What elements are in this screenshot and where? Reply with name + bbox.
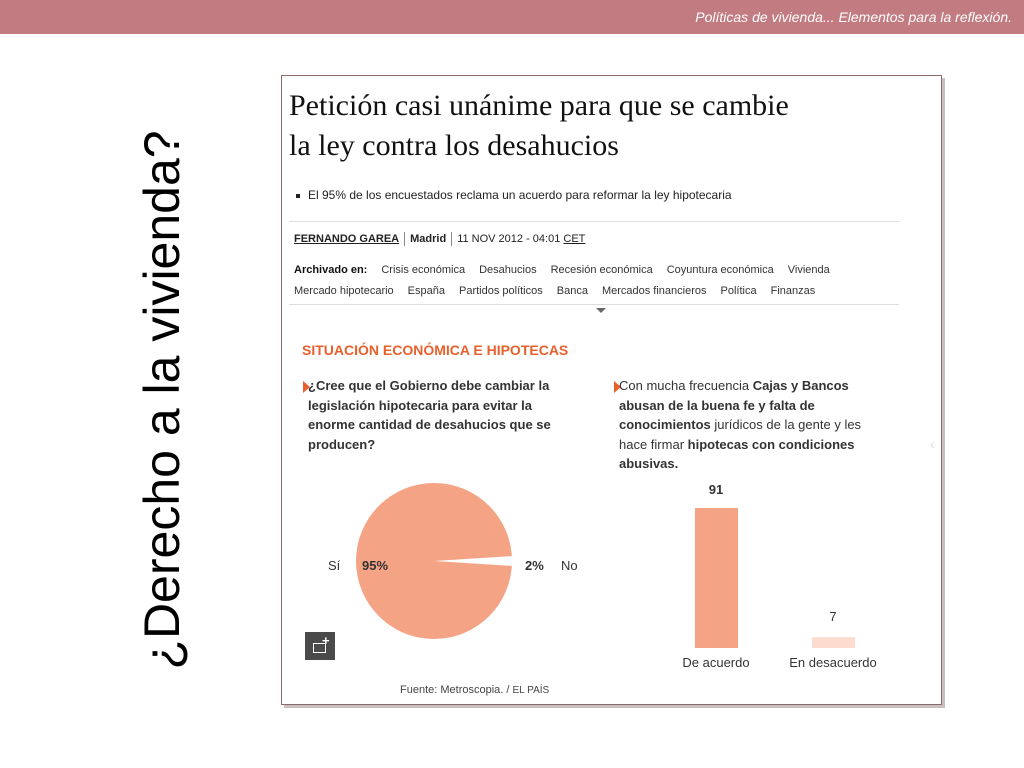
chevron-left-icon[interactable]: ‹ [930, 436, 935, 452]
tags-label: Archivado en: [294, 264, 368, 276]
bar-de-acuerdo [695, 508, 738, 648]
subtitle-text: El 95% de los encuestados reclama un acu… [308, 188, 732, 202]
question-left: ¿Cree que el Gobierno debe cambiar la le… [308, 378, 551, 452]
byline-separator [404, 232, 406, 246]
infographic-source: Fuente: Metroscopia. / EL PAÍS [400, 684, 549, 696]
headline-line-1: Petición casi unánime para que se cambie [289, 89, 789, 122]
slide-vertical-title: ¿Derecho a la vivienda? [134, 130, 190, 670]
question-right-text: jurídicos de la gente y les hace firmar [619, 417, 862, 452]
tags-row-1: Archivado en: Crisis económica Desahucios R… [294, 260, 914, 281]
pie-category-label: Sí [328, 558, 341, 573]
question-right-emphasis: Cajas y Bancos abusan de la buena fe y f… [619, 378, 849, 432]
question-right: Con mucha frecuencia Cajas y Bancos abus… [619, 376, 889, 474]
slide-header-text: Políticas de vivienda... Elementos para … [695, 9, 1012, 25]
triangle-bullet-icon [614, 381, 621, 393]
bar-value-label: 91 [708, 482, 724, 497]
tag-link[interactable]: Finanzas [770, 285, 816, 297]
tag-link[interactable]: Coyuntura económica [666, 264, 774, 276]
bar-chart [695, 508, 855, 648]
tag-link[interactable]: Desahucios [479, 264, 537, 276]
question-right-emphasis: hipotecas con condiciones abusivas. [619, 436, 855, 472]
tag-link[interactable]: Partidos políticos [458, 285, 543, 297]
author-link[interactable]: FERNANDO GAREA [294, 232, 400, 245]
pie-chart [356, 483, 512, 639]
slide-header-bar: Políticas de vivienda... Elementos para … [0, 0, 1024, 34]
bar-category-label: De acuerdo [682, 655, 750, 670]
article-tags: Archivado en: Crisis económica Desahucios R… [294, 260, 914, 302]
chevron-down-icon[interactable] [596, 308, 606, 313]
bullet-square-icon [296, 193, 300, 198]
tag-link[interactable]: Mercados financieros [601, 285, 707, 297]
tag-link[interactable]: Recesión económica [550, 264, 653, 276]
article-subtitle: El 95% de los encuestados reclama un acu… [296, 188, 732, 202]
tags-row-2: Mercado hipotecario España Partidos políti… [294, 281, 914, 302]
pie-slice-no [434, 556, 512, 566]
question-right-text: Con mucha frecuencia [619, 378, 753, 393]
bar-value-label: 7 [829, 609, 837, 624]
tag-link[interactable]: Banca [556, 285, 588, 297]
byline-city: Madrid [410, 232, 447, 245]
byline-timezone[interactable]: CET [563, 232, 586, 245]
headline-line-2: la ley contra los desahucios [289, 129, 619, 162]
divider [289, 304, 899, 305]
byline-date: 11 NOV 2012 - 04:01 [457, 232, 561, 245]
tag-link[interactable]: Crisis económica [381, 264, 466, 276]
news-article-screenshot: Petición casi unánime para que se cambie… [281, 75, 942, 705]
expand-icon [313, 643, 326, 653]
tag-link[interactable]: España [407, 285, 445, 297]
tag-link[interactable]: Mercado hipotecario [294, 285, 394, 297]
tag-link[interactable]: Política [720, 285, 757, 297]
source-text: Fuente: Metroscopia. / [400, 684, 510, 696]
triangle-bullet-icon [303, 381, 310, 393]
divider [289, 221, 899, 222]
expand-button[interactable]: + [305, 632, 335, 660]
article-headline: Petición casi unánime para que se cambie… [289, 86, 929, 166]
bar-category-label: En desacuerdo [789, 655, 877, 670]
pie-value-label: 2% [525, 558, 544, 573]
byline-separator [451, 232, 453, 246]
pie-value-label: 95% [362, 558, 389, 573]
infographic-section-title: SITUACIÓN ECONÓMICA E HIPOTECAS [302, 342, 569, 358]
bar-en-desacuerdo [812, 637, 855, 648]
article-byline: FERNANDO GAREA Madrid 11 NOV 2012 - 04:01 … [294, 232, 585, 246]
tag-link[interactable]: Vivienda [787, 264, 830, 276]
pie-category-label: No [561, 558, 578, 573]
plus-icon: + [322, 633, 330, 648]
source-brand: EL PAÍS [512, 685, 550, 696]
